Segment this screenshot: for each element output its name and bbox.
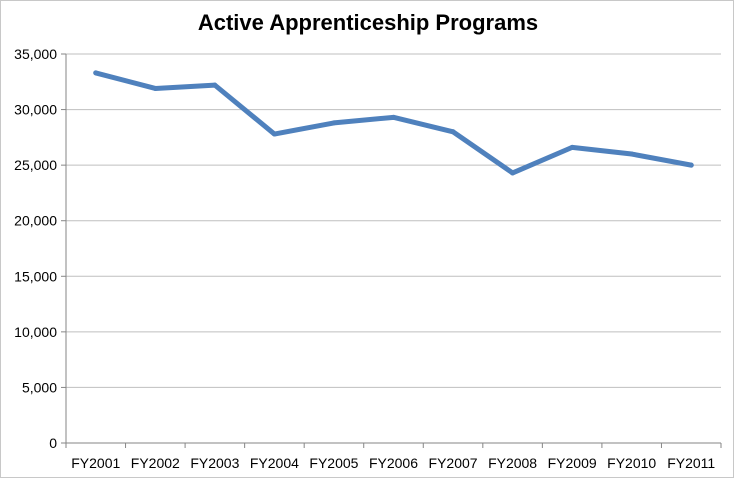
x-tick-label: FY2005 [309,455,358,471]
x-tick-label: FY2007 [429,455,478,471]
y-tick-label: 35,000 [14,46,57,62]
x-tick-label: FY2009 [548,455,597,471]
y-tick-label: 25,000 [14,157,57,173]
data-point [152,85,158,91]
y-tick-label: 30,000 [14,102,57,118]
x-tick-label: FY2010 [607,455,656,471]
data-point [212,82,218,88]
x-tick-label: FY2011 [667,455,715,471]
data-point [271,131,277,137]
series-line [93,70,694,176]
y-tick-label: 10,000 [14,324,57,340]
x-tick-label: FY2003 [190,455,239,471]
data-point [93,70,99,76]
data-point [569,144,575,150]
data-point [510,170,516,176]
x-tick-label: FY2006 [369,455,418,471]
x-tick-label: FY2002 [131,455,180,471]
y-tick-label: 5,000 [22,379,57,395]
data-point [450,129,456,135]
x-tick-label: FY2001 [71,455,120,471]
data-point [688,162,694,168]
data-point [629,151,635,157]
series-group [93,70,694,176]
chart-title: Active Apprenticeship Programs [197,10,539,35]
gridlines [66,53,721,388]
axes [65,54,721,444]
y-tick-label: 20,000 [14,213,57,229]
x-tick-label: FY2004 [250,455,299,471]
x-axis-ticks: FY2001 FY2002 FY2003 FY2004 FY2005 FY2006 FY20… [65,443,722,471]
data-point [331,120,337,126]
data-point [391,114,396,120]
y-tick-label: 0 [49,435,57,451]
y-tick-label: 15,000 [14,268,57,284]
y-axis-ticks: 0 5,000 10,000 15,000 20,000 25,000 30,000 35,0… [14,46,66,451]
x-tick-label: FY2008 [488,455,537,471]
